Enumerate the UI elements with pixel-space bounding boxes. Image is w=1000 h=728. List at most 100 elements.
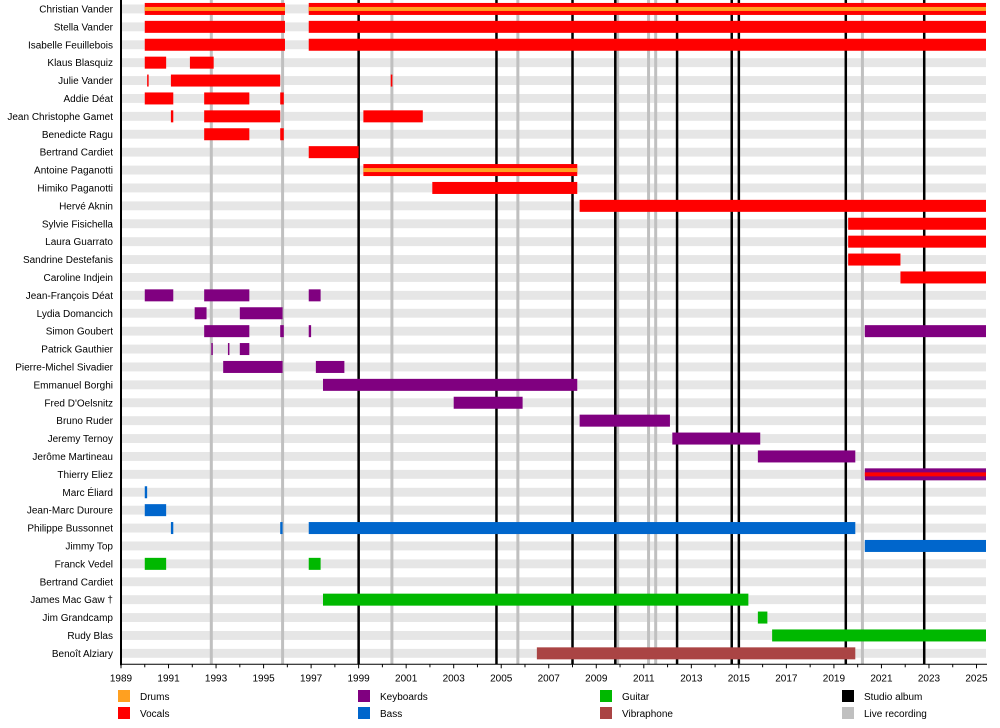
x-tick-label: 1993 — [205, 673, 228, 684]
member-bar — [280, 522, 283, 535]
member-label: Jimmy Top — [65, 541, 113, 552]
member-bar — [144, 504, 167, 517]
legend-swatch — [358, 707, 370, 719]
row-stripe — [121, 219, 986, 229]
x-tick-label: 2021 — [870, 673, 893, 684]
member-label: Benoît Alziary — [52, 649, 113, 660]
member-bar — [322, 593, 749, 606]
legend-swatch — [842, 707, 854, 719]
row-stripe — [121, 129, 986, 139]
member-bar — [308, 289, 321, 302]
member-bars — [144, 2, 986, 660]
member-label: Addie Déat — [64, 94, 114, 105]
member-bar — [204, 110, 281, 123]
album-lines — [209, 0, 926, 665]
member-bar — [204, 92, 250, 105]
x-tick-label: 2009 — [585, 673, 608, 684]
member-label: Jean-Marc Duroure — [27, 506, 114, 517]
member-bar — [170, 110, 174, 123]
member-bar — [308, 522, 856, 535]
member-label: Marc Éliard — [62, 486, 113, 499]
member-bar — [848, 235, 986, 248]
member-label: Philippe Bussonnet — [27, 524, 113, 535]
row-stripe — [121, 487, 986, 497]
row-stripe — [121, 362, 986, 372]
row-stripe — [121, 273, 986, 282]
row-stripe — [121, 76, 986, 85]
legend-swatch — [600, 690, 612, 702]
member-bar — [170, 74, 281, 87]
row-stripe — [121, 559, 986, 569]
legend: Drums Vocals Keyboards Bass Guitar Vibraphone… — [118, 690, 927, 720]
member-label: Jerôme Martineau — [32, 452, 113, 463]
row-stripe — [121, 237, 986, 247]
member-bar — [848, 253, 901, 266]
member-label: Hervé Aknin — [59, 201, 113, 212]
x-tick-label: 1999 — [348, 673, 371, 684]
member-bar — [322, 378, 578, 391]
member-bar — [144, 289, 174, 302]
member-bar — [211, 343, 213, 356]
x-tick-label: 2001 — [395, 673, 418, 684]
legend-label: Vocals — [140, 709, 169, 720]
row-stripe — [121, 344, 986, 354]
row-stripe — [121, 326, 986, 336]
member-label: Thierry Eliez — [57, 470, 113, 481]
member-label: Christian Vander — [39, 4, 113, 15]
row-stripe — [121, 577, 986, 587]
member-bar-stripe — [308, 6, 986, 11]
member-label: Stella Vander — [54, 22, 114, 33]
legend-swatch — [118, 707, 130, 719]
member-label: Bertrand Cardiet — [40, 577, 114, 588]
x-tick-label: 2011 — [633, 673, 655, 684]
x-tick-label: 2025 — [965, 673, 988, 684]
row-stripe — [121, 94, 986, 103]
legend-label: Keyboards — [380, 692, 428, 703]
member-bar — [757, 450, 856, 463]
legend-label: Studio album — [864, 692, 922, 703]
row-stripe — [121, 290, 986, 300]
row-stripe — [121, 147, 986, 157]
x-tick-label: 2023 — [918, 673, 941, 684]
member-bar — [144, 38, 285, 51]
row-stripe — [121, 308, 986, 318]
member-bar — [239, 307, 283, 320]
member-label: Fred D'Oelsnitz — [44, 398, 113, 409]
member-label: Sandrine Destefanis — [23, 255, 113, 266]
member-label: Sylvie Fisichella — [42, 219, 114, 230]
member-bar — [315, 360, 345, 373]
member-bar — [280, 128, 284, 141]
member-bar — [144, 92, 174, 105]
member-bar — [579, 199, 986, 212]
member-label: Jeremy Ternoy — [48, 434, 113, 445]
member-bar — [144, 486, 148, 499]
row-stripe — [121, 505, 986, 515]
member-label: Simon Goubert — [46, 327, 113, 338]
member-bar — [757, 611, 768, 624]
legend-label: Drums — [140, 692, 169, 703]
row-stripe — [121, 416, 986, 426]
member-bar — [239, 343, 250, 356]
row-stripe — [121, 631, 986, 640]
member-bar — [864, 325, 986, 338]
member-label: Bertrand Cardiet — [40, 148, 114, 159]
member-label: Isabelle Feuillebois — [28, 40, 113, 51]
member-bar — [280, 92, 284, 105]
x-tick-label: 1997 — [300, 673, 323, 684]
row-stripe — [121, 111, 986, 121]
member-label: Jim Grandcamp — [42, 613, 113, 624]
member-bar — [453, 396, 523, 409]
member-bar — [204, 289, 250, 302]
member-label: Jean Christophe Gamet — [7, 112, 113, 123]
member-label: Jean-François Déat — [26, 291, 113, 302]
legend-swatch — [600, 707, 612, 719]
row-stripe — [121, 58, 986, 68]
member-bar — [308, 325, 312, 338]
member-label: Klaus Blasquiz — [47, 58, 113, 69]
row-stripe — [121, 469, 986, 479]
member-label: Rudy Blas — [67, 631, 113, 642]
member-bar — [848, 217, 986, 230]
member-bar-stripe — [144, 6, 285, 11]
x-tick-label: 2015 — [728, 673, 751, 684]
